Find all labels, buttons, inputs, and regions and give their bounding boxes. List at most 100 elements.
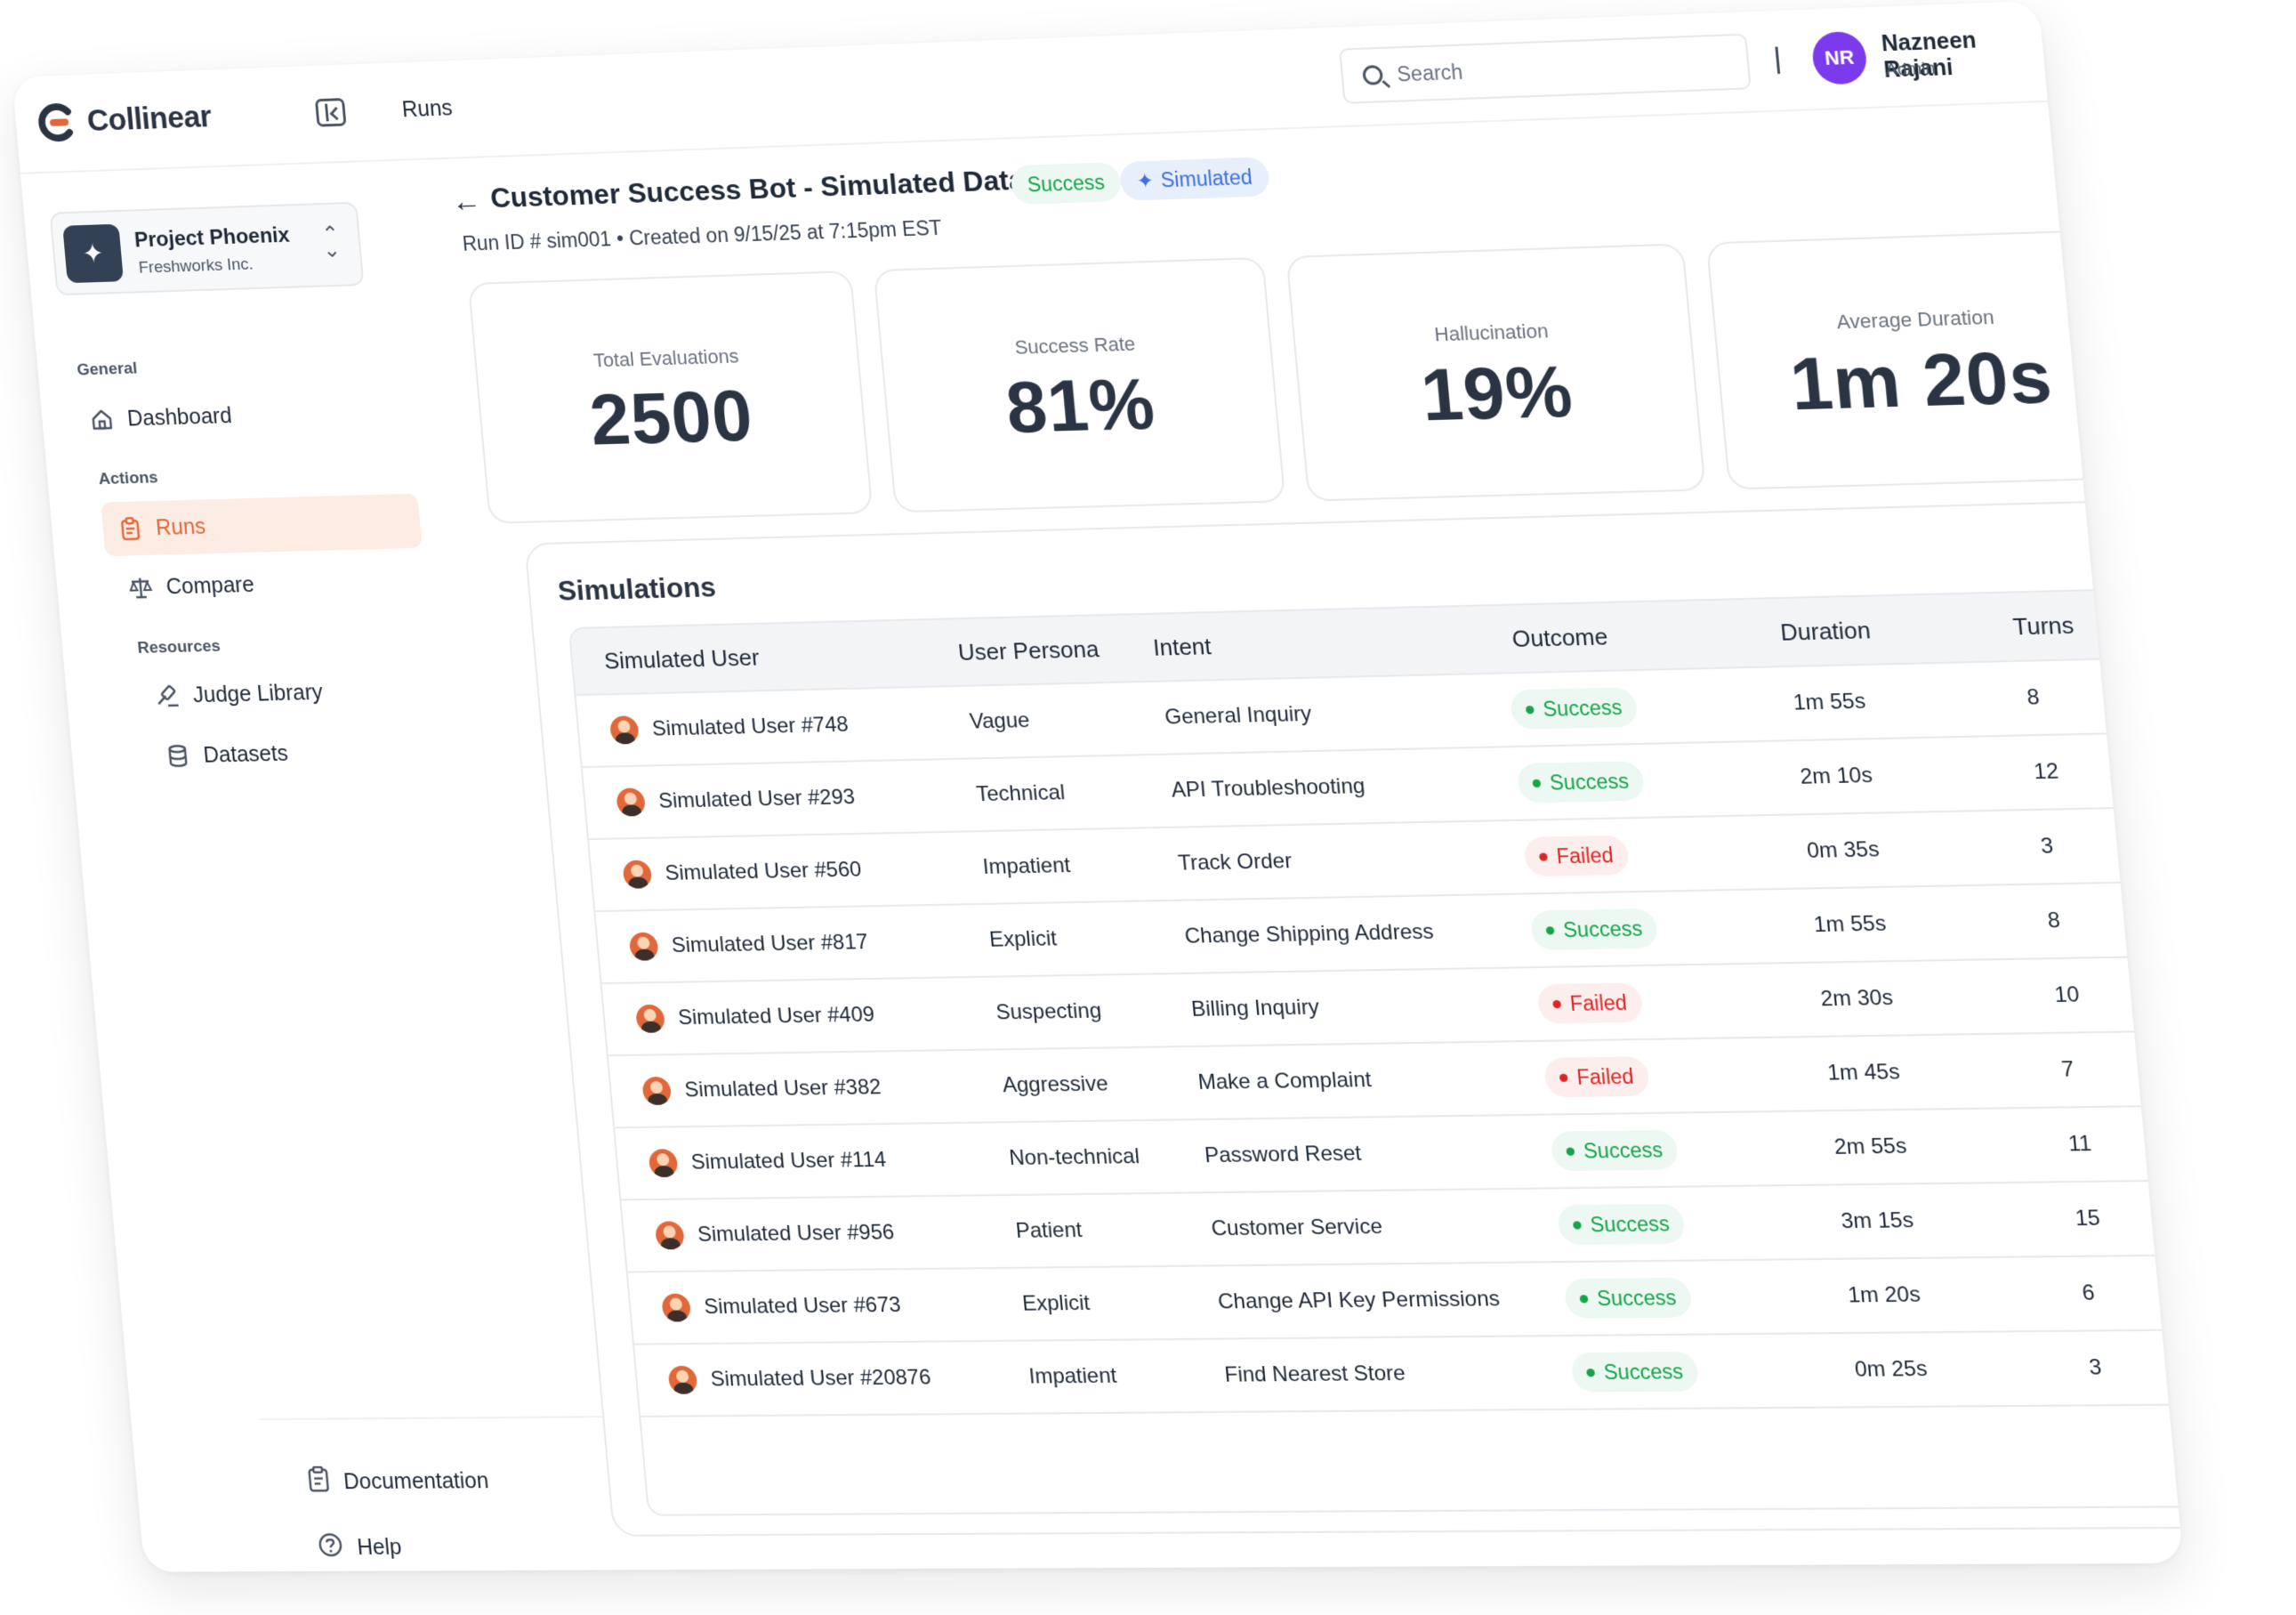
section-label-general: General	[77, 359, 139, 381]
back-arrow-icon[interactable]: ←	[450, 184, 482, 220]
sidebar-item-compare[interactable]: Compare	[111, 558, 256, 616]
cell-simulated-user: Simulated User #20876	[710, 1366, 932, 1393]
app-window: Collinear Runs Search NR Nazneen Rajani …	[12, 1, 2183, 1572]
section-label-resources: Resources	[137, 637, 222, 658]
stat-value: 19%	[1297, 346, 1699, 442]
table-row[interactable]: Simulated User #20876 Impatient Find Neare…	[634, 1331, 2183, 1417]
status-dot-icon	[1546, 926, 1555, 934]
user-avatar-icon	[629, 933, 659, 961]
cell-duration: 3m 15s	[1840, 1208, 1914, 1234]
status-dot-icon	[1526, 706, 1535, 714]
search-input[interactable]: Search	[1339, 34, 1752, 104]
breadcrumb[interactable]: Runs	[401, 96, 454, 124]
stat-value: 2500	[479, 371, 866, 465]
cell-simulated-user: Simulated User #382	[683, 1075, 882, 1102]
sidebar-item-runs[interactable]: Runs	[101, 494, 422, 557]
user-avatar-icon	[609, 715, 640, 744]
cell-simulated-user: Simulated User #748	[651, 713, 850, 742]
cell-user-persona: Impatient	[1028, 1364, 1118, 1390]
stat-card-total-evaluations: Total Evaluations 2500	[468, 271, 874, 524]
cell-user-persona: Explicit	[1021, 1291, 1091, 1317]
help-icon	[317, 1531, 345, 1564]
column-header-outcome[interactable]: Outcome	[1511, 623, 1608, 653]
cell-duration: 2m 10s	[1799, 763, 1873, 790]
outcome-label: Success	[1596, 1286, 1677, 1311]
stat-card-average-duration: Average Duration 1m 20s	[1706, 230, 2134, 490]
sidebar-item-dashboard[interactable]: Dashboard	[72, 389, 234, 448]
column-header-duration[interactable]: Duration	[1779, 617, 1872, 647]
user-avatar-icon	[649, 1149, 679, 1177]
sidebar-item-datasets[interactable]: Datasets	[149, 726, 291, 783]
cell-duration: 1m 55s	[1813, 911, 1888, 938]
outcome-label: Success	[1562, 917, 1643, 942]
section-label-actions: Actions	[98, 469, 159, 489]
cell-duration: 1m 45s	[1826, 1060, 1901, 1086]
help-link[interactable]: Help	[317, 1531, 403, 1564]
sidebar-item-judge-library[interactable]: Judge Library	[138, 666, 326, 724]
outcome-badge: Success	[1557, 1204, 1686, 1245]
outcome-badge: Success	[1516, 761, 1645, 803]
cell-intent: Change API Key Permissions	[1217, 1287, 1501, 1314]
status-badge-label: Success	[1027, 170, 1106, 197]
chevron-up-down-icon: ⌃ ⌄	[321, 227, 342, 259]
column-header-user-persona[interactable]: User Persona	[957, 635, 1100, 666]
cell-intent: Track Order	[1177, 849, 1293, 876]
table-row[interactable]: Simulated User #673 Explicit Change API Ke…	[628, 1256, 2179, 1345]
user-avatar[interactable]: NR	[1810, 31, 1868, 85]
cell-user-persona: Impatient	[982, 853, 1072, 880]
column-header-turns[interactable]: Turns	[2011, 611, 2074, 641]
sparkles-icon: ✦	[62, 224, 124, 284]
user-avatar-icon	[667, 1366, 697, 1394]
cell-user-persona: Technical	[975, 780, 1066, 807]
outcome-badge: Success	[1510, 687, 1639, 730]
stat-card-success-rate: Success Rate 81%	[874, 257, 1286, 513]
run-meta: Run ID # sim001 • Created on 9/15/25 at …	[462, 216, 943, 256]
panel-title: Simulations	[557, 570, 718, 607]
cell-turns: 8	[2026, 685, 2041, 711]
user-avatar-icon	[655, 1221, 685, 1249]
status-dot-icon	[1559, 1073, 1568, 1081]
sidebar-item-label: Judge Library	[192, 680, 324, 708]
cell-simulated-user: Simulated User #817	[671, 930, 869, 958]
cell-user-persona: Aggressive	[1002, 1071, 1109, 1098]
cell-turns: 7	[2060, 1057, 2075, 1083]
documentation-link[interactable]: Documentation	[306, 1466, 490, 1499]
user-avatar-icon	[622, 860, 652, 888]
column-header-simulated-user[interactable]: Simulated User	[603, 644, 761, 675]
simulated-badge-label: Simulated	[1160, 165, 1253, 192]
brand-name: Collinear	[85, 100, 213, 139]
user-role: Admin	[1885, 59, 1937, 80]
user-avatar-icon	[661, 1294, 691, 1322]
cell-intent: Make a Complaint	[1197, 1068, 1373, 1095]
cell-user-persona: Vague	[969, 708, 1031, 734]
status-dot-icon	[1580, 1295, 1589, 1303]
project-switcher[interactable]: ✦ Project Phoenix Freshworks Inc. ⌃ ⌄	[49, 202, 364, 296]
project-name: Project Phoenix	[133, 223, 291, 253]
sidebar-toggle-icon[interactable]	[315, 98, 347, 127]
outcome-label: Failed	[1569, 990, 1628, 1015]
outcome-label: Success	[1549, 769, 1630, 795]
stat-label: Hallucination	[1294, 315, 1690, 351]
top-bar: Collinear Runs Search NR Nazneen Rajani …	[12, 1, 2048, 174]
stat-value: 1m 20s	[1717, 333, 2126, 430]
column-header-intent[interactable]: Intent	[1152, 633, 1212, 662]
cell-simulated-user: Simulated User #114	[690, 1148, 888, 1175]
simulated-badge: ✦ Simulated	[1119, 157, 1270, 201]
cell-turns: 3	[2040, 834, 2055, 860]
brand[interactable]: Collinear	[33, 96, 213, 144]
stat-label: Total Evaluations	[476, 341, 858, 375]
stat-card-hallucination: Hallucination 19%	[1285, 243, 1705, 501]
outcome-badge: Success	[1530, 908, 1659, 950]
cell-turns: 3	[2088, 1355, 2103, 1381]
cell-intent: Billing Inquiry	[1190, 995, 1320, 1021]
header-divider	[1775, 47, 1780, 74]
clipboard-icon	[117, 516, 143, 541]
status-dot-icon	[1566, 1147, 1575, 1155]
document-icon	[306, 1466, 331, 1499]
sidebar-item-label: Dashboard	[126, 403, 233, 432]
help-label: Help	[356, 1535, 402, 1561]
status-badge: Success	[1010, 162, 1123, 205]
documentation-label: Documentation	[342, 1468, 489, 1495]
status-dot-icon	[1552, 999, 1561, 1007]
